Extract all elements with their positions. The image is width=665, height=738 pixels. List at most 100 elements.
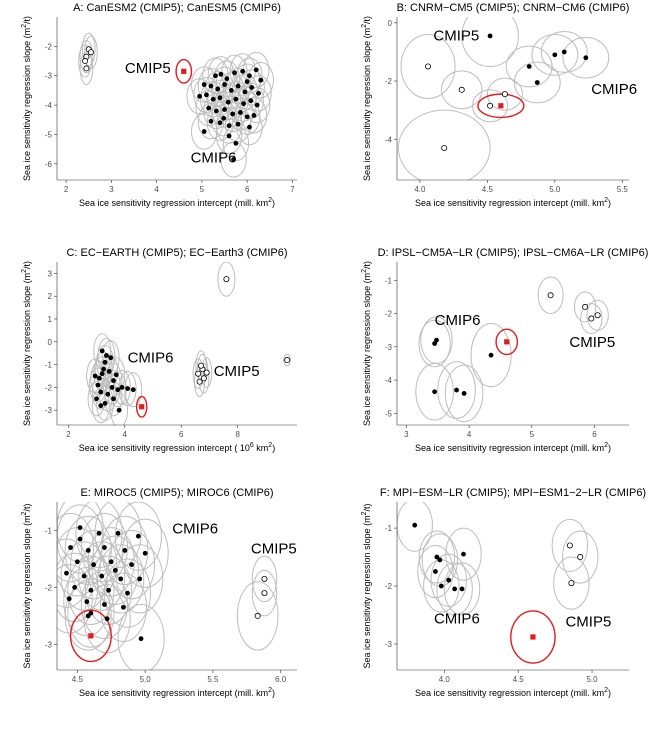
cmip6-point (226, 123, 232, 129)
panel-e: E: MIROC5 (CMIP5); MIROC6 (CMIP6) CMIP6 CM… (21, 487, 297, 698)
x-tick-label: 5.5 (207, 675, 219, 684)
cmip6-point (101, 366, 106, 372)
y-tick-label: -2 (45, 583, 53, 592)
cmip6-point (249, 85, 255, 90)
cmip6-point (95, 382, 101, 388)
cmip5-point (594, 312, 601, 319)
y-tick-label: -1 (45, 526, 53, 535)
cmip6-point (206, 105, 212, 111)
cmip5-point (203, 369, 210, 376)
y-tick-label: -3 (45, 72, 53, 81)
x-axis-label-part: ) (272, 688, 275, 698)
x-tick-label: 6 (179, 430, 184, 439)
cmip5-point (261, 590, 268, 597)
cmip6-point (104, 616, 110, 622)
cmip5-uncertainty-ellipse (283, 353, 292, 367)
cmip6-point (459, 586, 465, 592)
y-tick-label: -3 (385, 640, 393, 649)
observation-ellipse (135, 395, 148, 418)
cmip6-point (121, 604, 126, 610)
cmip6-uncertainty-ellipse (57, 502, 104, 563)
y-axis-label-part: /t) (22, 261, 32, 269)
plot-area (78, 32, 274, 178)
cmip6-point (210, 96, 216, 102)
cmip6-point (81, 573, 87, 579)
cmip5-point (195, 370, 202, 377)
cmip6-uncertainty-ellipse (100, 353, 119, 390)
cmip6-uncertainty-ellipse (117, 604, 165, 670)
y-tick-label: 1 (48, 315, 53, 324)
x-axis-label-superscript: 2 (604, 197, 608, 204)
cmip6-point (218, 71, 224, 77)
cmip6-point (247, 73, 252, 79)
y-tick-label: 2 (48, 292, 53, 301)
y-tick-label: -3 (385, 343, 393, 352)
x-axis-label: Sea ice sensitivity regression intercept… (415, 197, 611, 208)
cmip6-uncertainty-ellipse (57, 538, 91, 608)
cmip6-point (108, 355, 114, 361)
cmip6-uncertainty-ellipse (418, 319, 451, 368)
cmip6-uncertainty-ellipse (461, 17, 519, 67)
x-axis-label-part: Sea ice sensitivity regression intercept… (79, 688, 268, 698)
cmip6-point (77, 536, 83, 542)
x-axis-label-superscript: 2 (268, 442, 272, 449)
cmip6-uncertainty-ellipse (57, 512, 95, 583)
cmip5-point (487, 102, 494, 109)
cmip6-point (74, 559, 80, 565)
panel-title: D: IPSL−CM5A−LR (CMIP5); IPSL−CM6A−LR (C… (378, 247, 649, 259)
y-axis-label-superscript: 2 (361, 511, 368, 515)
x-tick-label: 5.0 (549, 185, 561, 194)
cmip6-point (111, 396, 116, 402)
y-tick-label: -6 (45, 160, 53, 169)
cmip6-point (99, 573, 105, 579)
y-tick-label: -5 (45, 130, 53, 139)
cmip6-point (208, 118, 214, 124)
cmip6-uncertainty-ellipse (67, 555, 115, 625)
cmip6-point (118, 576, 124, 582)
cmip6-uncertainty-ellipse (67, 578, 115, 648)
panel-d: D: IPSL−CM5A−LR (CMIP5); IPSL−CM6A−LR (C… (361, 247, 648, 453)
x-tick-label: 4.5 (72, 675, 84, 684)
cmip5-point (425, 63, 432, 70)
cmip6-point (197, 93, 203, 99)
cmip5-point (254, 612, 261, 619)
cmip6-point (224, 76, 230, 82)
cmip5-point (568, 580, 575, 587)
cmip6-point (99, 348, 105, 354)
cmip6-uncertainty-ellipse (110, 392, 129, 425)
cmip6-uncertainty-ellipse (531, 33, 579, 76)
cmip5-point (196, 378, 203, 385)
cmip6-point (231, 157, 237, 162)
panel-title: A: CanESM2 (CMIP5); CanESM5 (CMIP6) (73, 2, 281, 14)
cmip6-uncertainty-ellipse (224, 106, 252, 143)
y-axis-label-part: Sea ice sensitivity regression slope (m (362, 273, 372, 426)
cmip6-point (102, 359, 108, 365)
y-axis-label-part: Sea ice sensitivity regression slope (m (362, 515, 372, 668)
x-axis-label-part: ) (272, 443, 275, 453)
y-axis-label-part: /t) (22, 504, 32, 512)
y-axis-label-superscript: 2 (361, 269, 368, 273)
cmip6-uncertainty-ellipse (193, 76, 220, 113)
group-label-cmip6: CMIP6 (591, 81, 637, 98)
cmip5-point (588, 315, 595, 322)
y-axis-label: Sea ice sensitivity regression slope (m2… (21, 504, 32, 669)
y-axis-label-part: /t) (362, 16, 372, 24)
x-axis-label-superscript: 2 (604, 442, 608, 449)
x-tick-label: 3 (109, 185, 114, 194)
cmip6-uncertainty-ellipse (513, 61, 561, 104)
cmip6-point (461, 390, 467, 396)
cmip6-point (85, 613, 91, 619)
y-tick-label: -4 (45, 101, 53, 110)
cmip6-point (534, 80, 540, 85)
cmip6-uncertainty-ellipse (83, 584, 131, 654)
cmip6-point (119, 384, 125, 390)
x-tick-label: 4.0 (439, 675, 451, 684)
y-axis-label: Sea ice sensitivity regression slope (m2… (21, 16, 32, 181)
cmip6-point (213, 73, 218, 79)
group-label-cmip6: CMIP6 (128, 349, 174, 366)
plot-area (415, 276, 609, 423)
cmip6-point (248, 98, 254, 104)
observation-ellipse (510, 610, 556, 664)
cmip6-point (232, 70, 237, 76)
